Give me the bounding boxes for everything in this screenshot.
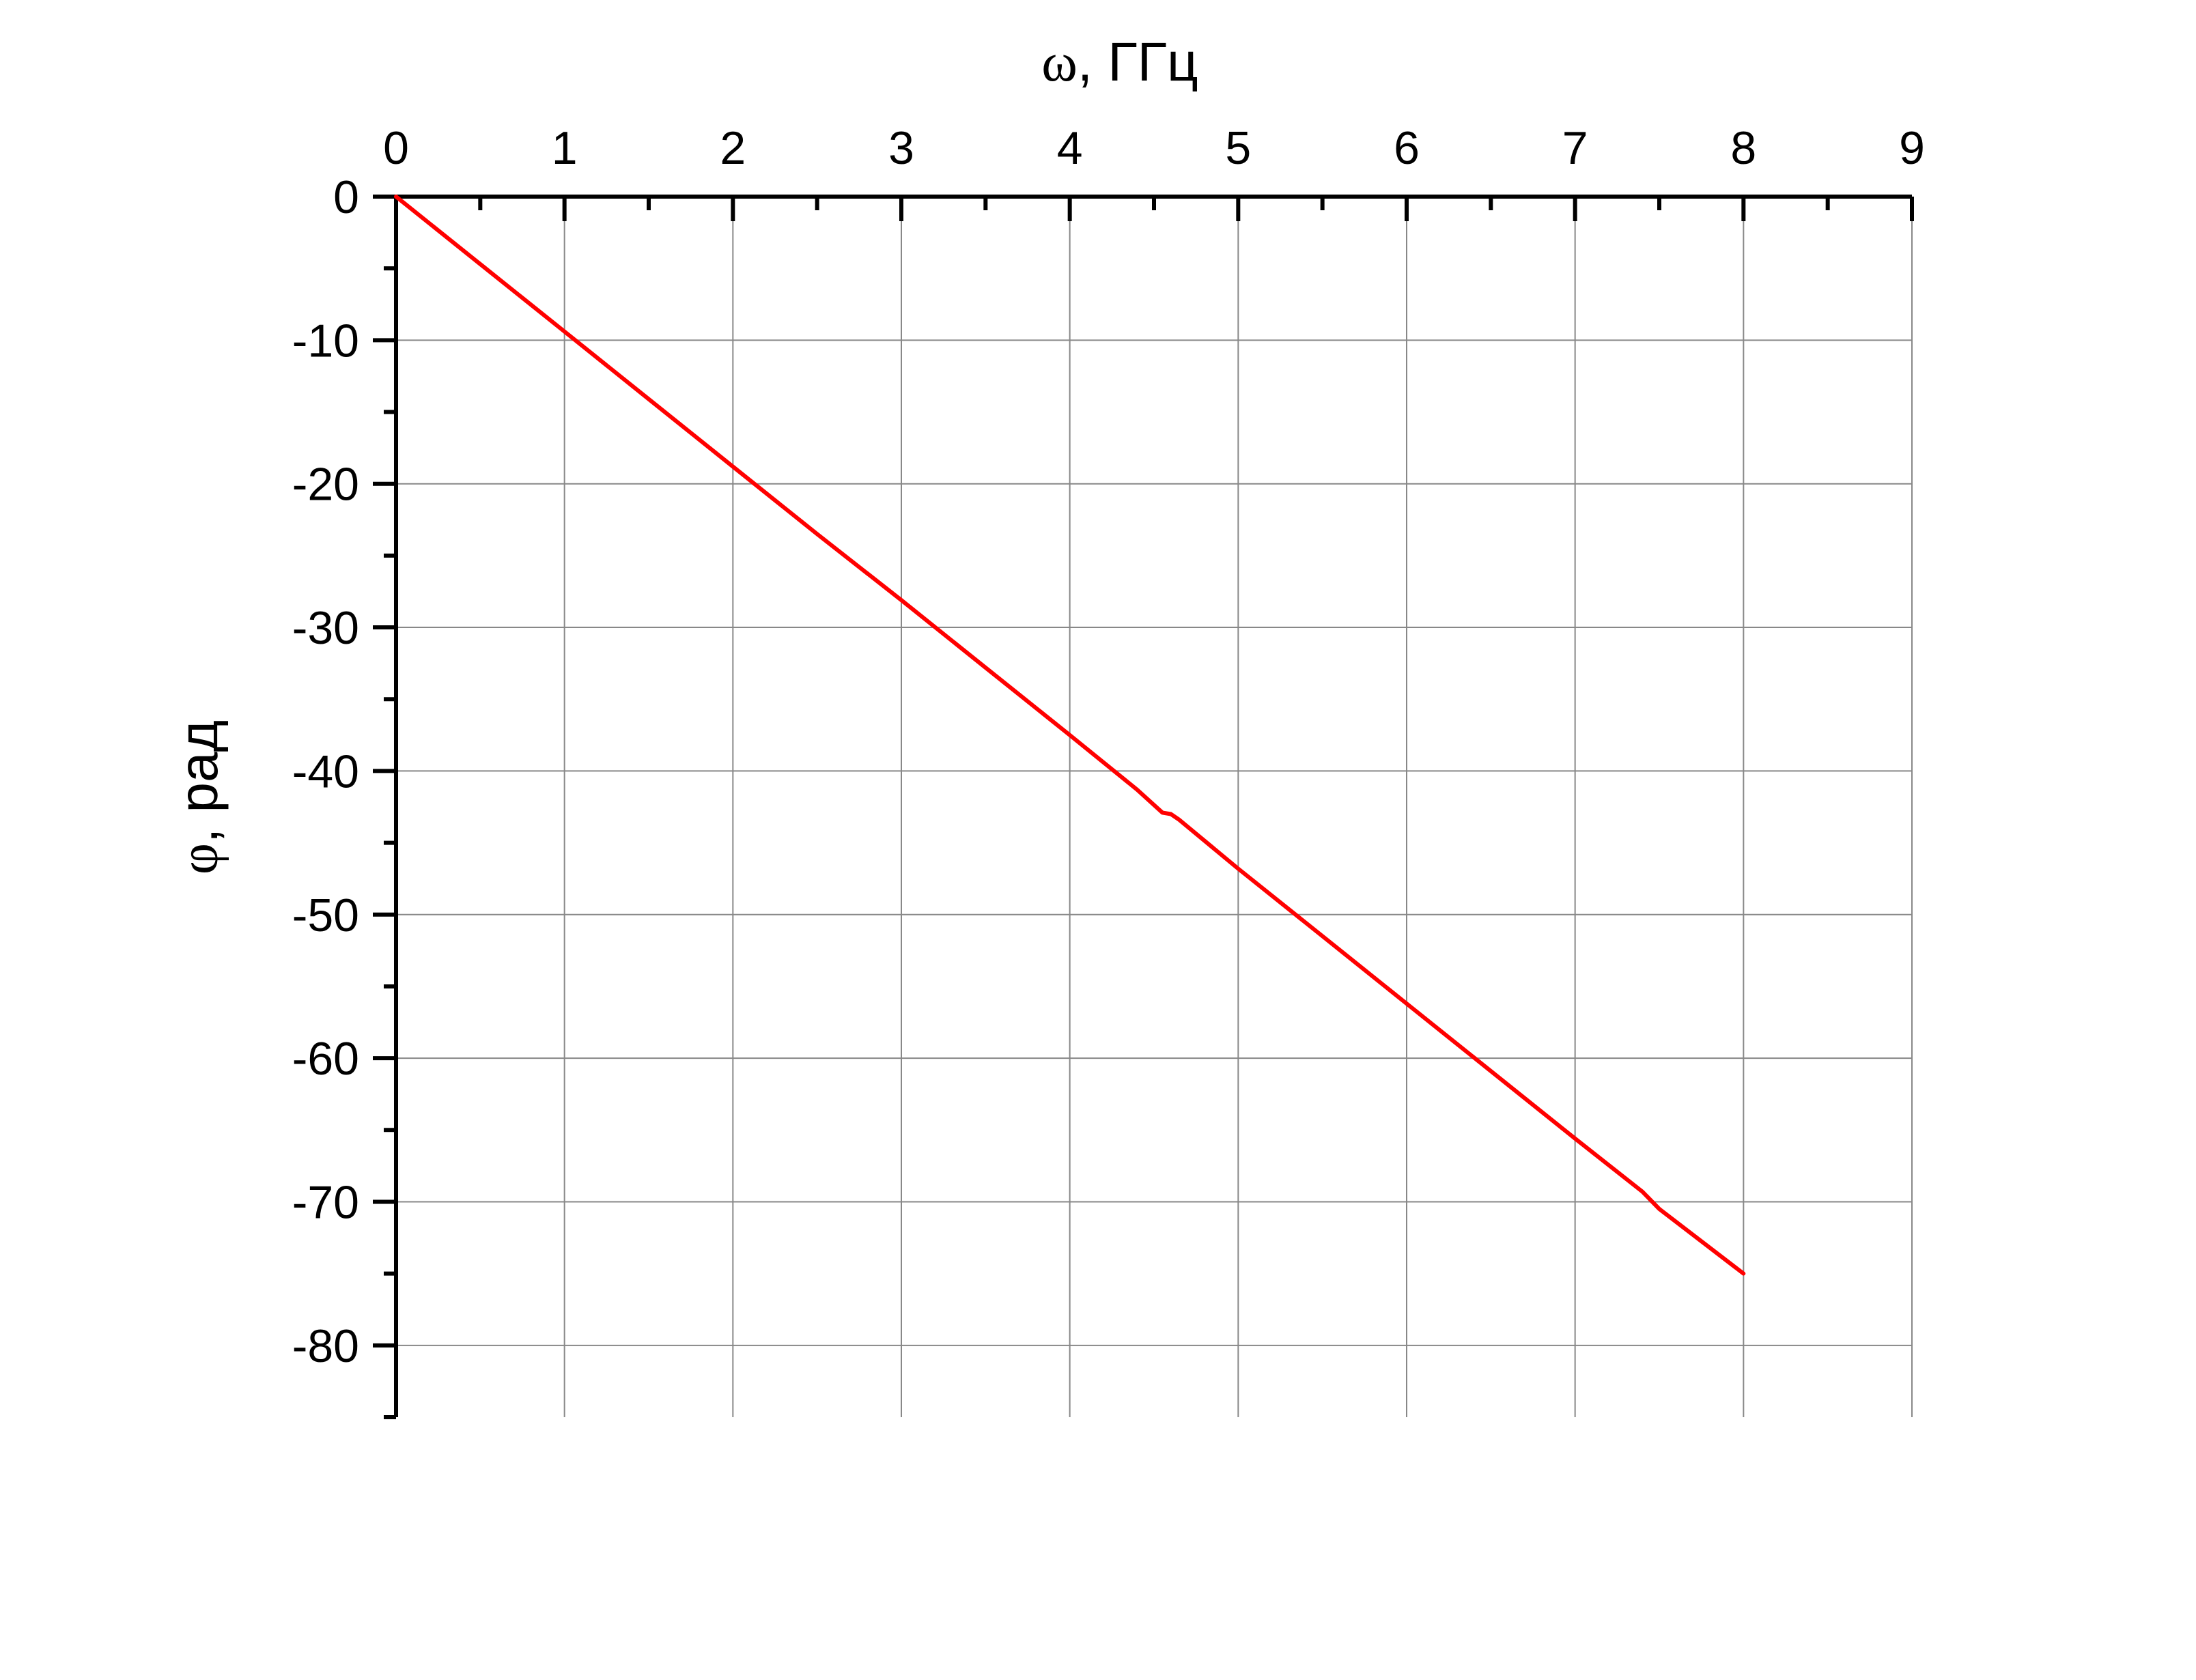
x-tick-label: 0	[383, 122, 409, 174]
x-tick-label: 4	[1057, 122, 1083, 174]
y-tick-label: 0	[333, 171, 359, 223]
y-tick-label: -40	[292, 745, 359, 797]
x-tick-label: 5	[1225, 122, 1251, 174]
x-axis-symbol: ω	[1041, 33, 1078, 93]
x-tick-label: 6	[1394, 122, 1420, 174]
tick-labels: 0 1 2 3 4 5 6 7 8 9 0 -10 -20 -30 -40 -50 -60 -70 -80	[292, 122, 1925, 1372]
y-axis-symbol: φ	[169, 843, 229, 874]
y-tick-label: -30	[292, 602, 359, 654]
y-tick-label: -10	[292, 315, 359, 367]
x-tick-label: 3	[888, 122, 914, 174]
y-tick-label: -60	[292, 1033, 359, 1085]
y-axis-unit: , рад	[168, 720, 229, 843]
x-tick-label: 1	[552, 122, 578, 174]
x-axis-unit: , ГГц	[1078, 31, 1198, 92]
y-tick-label: -70	[292, 1176, 359, 1228]
y-tick-label: -80	[292, 1320, 359, 1372]
grid-lines	[396, 197, 1913, 1417]
x-tick-label: 2	[720, 122, 746, 174]
y-axis-title: φ, рад	[168, 720, 229, 874]
y-tick-label: -50	[292, 889, 359, 941]
x-tick-label: 8	[1730, 122, 1756, 174]
x-axis-title: ω, ГГц	[1041, 31, 1198, 93]
y-tick-label: -20	[292, 459, 359, 511]
tick-marks	[373, 195, 1914, 1419]
series-line	[394, 195, 1746, 1276]
x-tick-label: 7	[1562, 122, 1588, 174]
series-group	[394, 195, 1746, 1276]
x-tick-label: 9	[1899, 122, 1925, 174]
